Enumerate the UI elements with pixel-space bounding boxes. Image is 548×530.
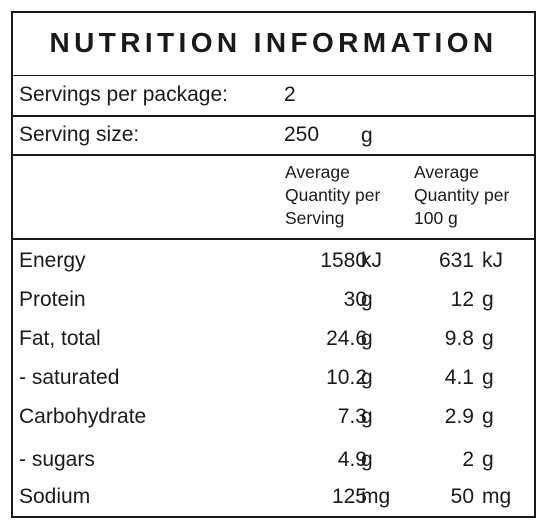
nutrient-name: - sugars (19, 448, 95, 471)
table-row: - sugars 4.9 g 2 g (13, 441, 534, 480)
nutrient-name: Carbohydrate (19, 405, 147, 428)
nutrient-per-100g: 50 (450, 485, 474, 508)
nutrition-panel: NUTRITION INFORMATION Servings per packa… (11, 11, 536, 518)
servings-label: Servings per package: (19, 83, 228, 106)
nutrient-per-100g: 631 (438, 249, 474, 272)
divider-serving-size (13, 154, 534, 156)
nutrient-name: Energy (19, 249, 86, 272)
divider-servings (13, 115, 534, 117)
nutrient-unit-100g: g (482, 327, 494, 350)
nutrient-per-100g: 9.8 (444, 327, 474, 350)
nutrient-unit-serving: g (361, 405, 373, 428)
nutrient-unit-serving: g (361, 448, 373, 471)
nutrient-name: Sodium (19, 485, 91, 508)
nutrient-per-serving: 24.6 (326, 327, 367, 350)
nutrient-unit-serving: mg (361, 485, 391, 508)
nutrient-unit-serving: g (361, 366, 373, 389)
divider-title (13, 75, 534, 76)
serving-size-value: 250 (284, 123, 320, 146)
nutrient-unit-100g: g (482, 288, 494, 311)
nutrient-per-100g: 2.9 (444, 405, 474, 428)
nutrient-per-serving: 10.2 (326, 366, 367, 389)
servings-value: 2 (284, 83, 296, 106)
nutrient-unit-100g: g (482, 448, 494, 471)
header-per-serving-line1: Average (285, 162, 350, 182)
nutrient-name: - saturated (19, 366, 120, 389)
nutrient-per-100g: 12 (450, 288, 474, 311)
nutrient-unit-100g: mg (482, 485, 512, 508)
nutrient-unit-100g: kJ (482, 249, 503, 272)
nutrient-per-100g: 4.1 (444, 366, 474, 389)
divider-headers (13, 238, 534, 240)
nutrient-per-serving: 125 (331, 485, 367, 508)
nutrient-per-serving: 7.3 (337, 405, 367, 428)
nutrient-unit-100g: g (482, 366, 494, 389)
nutrient-unit-serving: kJ (361, 249, 382, 272)
serving-size-unit: g (361, 124, 373, 147)
table-row: Energy 1580 kJ 631 kJ (13, 242, 534, 281)
nutrient-name: Protein (19, 288, 86, 311)
nutrient-per-100g: 2 (462, 448, 474, 471)
table-row: Sodium 125 mg 50 mg (13, 478, 534, 517)
nutrient-per-serving: 4.9 (337, 448, 367, 471)
nutrient-per-serving: 1580 (320, 249, 367, 272)
header-per-serving-line3: Serving (285, 208, 345, 228)
table-row: Protein 30 g 12 g (13, 281, 534, 320)
header-per-100g-line2: Quantity per (414, 185, 510, 205)
header-per-100g-line3: 100 g (414, 208, 458, 228)
nutrient-unit-serving: g (361, 327, 373, 350)
nutrient-name: Fat, total (19, 327, 101, 350)
header-per-serving-line2: Quantity per (285, 185, 381, 205)
header-per-100g-line1: Average (414, 162, 479, 182)
serving-size-label: Serving size: (19, 123, 140, 146)
nutrient-unit-serving: g (361, 288, 373, 311)
nutrient-unit-100g: g (482, 405, 494, 428)
panel-title: NUTRITION INFORMATION (49, 27, 498, 58)
table-row: Fat, total 24.6 g 9.8 g (13, 320, 534, 359)
table-row: Carbohydrate 7.3 g 2.9 g (13, 398, 534, 437)
table-row: - saturated 10.2 g 4.1 g (13, 359, 534, 398)
nutrient-per-serving: 30 (343, 288, 367, 311)
